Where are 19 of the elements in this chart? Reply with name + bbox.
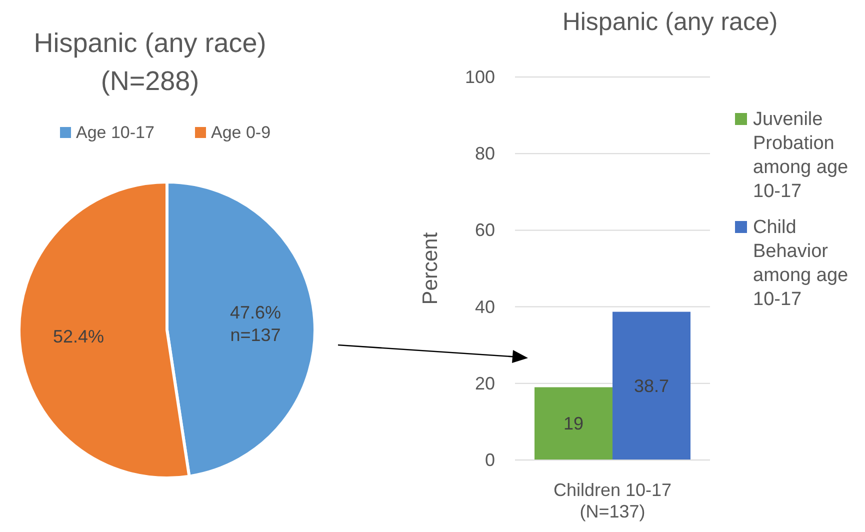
y-tick-label: 100 (464, 67, 495, 87)
data-label: 19 (563, 414, 584, 434)
y-axis-title: Percent (419, 232, 442, 305)
x-tick-label: Children 10-17 (N=137) (553, 480, 672, 522)
y-tick-label: 0 (484, 450, 495, 470)
y-tick-label: 80 (474, 144, 495, 164)
chart-title: Hispanic (any race) (34, 28, 266, 58)
data-label: 47.6% n=137 (230, 302, 282, 345)
y-tick-label: 60 (474, 220, 495, 240)
y-tick-label: 20 (474, 373, 495, 394)
legend-label: Age 10-17 (76, 123, 154, 142)
chart-subtitle: (N=288) (100, 66, 200, 96)
y-tick-label: 40 (474, 296, 495, 317)
legend-label: Juvenile Probation among age 10-17 (753, 109, 848, 202)
data-label: 52.4% (52, 326, 104, 347)
chart-title: Hispanic (any race) (562, 8, 778, 36)
legend-label: Age 0-9 (211, 123, 271, 142)
data-label: 38.7 (634, 376, 670, 396)
legend-label: Child Behavior among age 10-17 (753, 217, 848, 310)
